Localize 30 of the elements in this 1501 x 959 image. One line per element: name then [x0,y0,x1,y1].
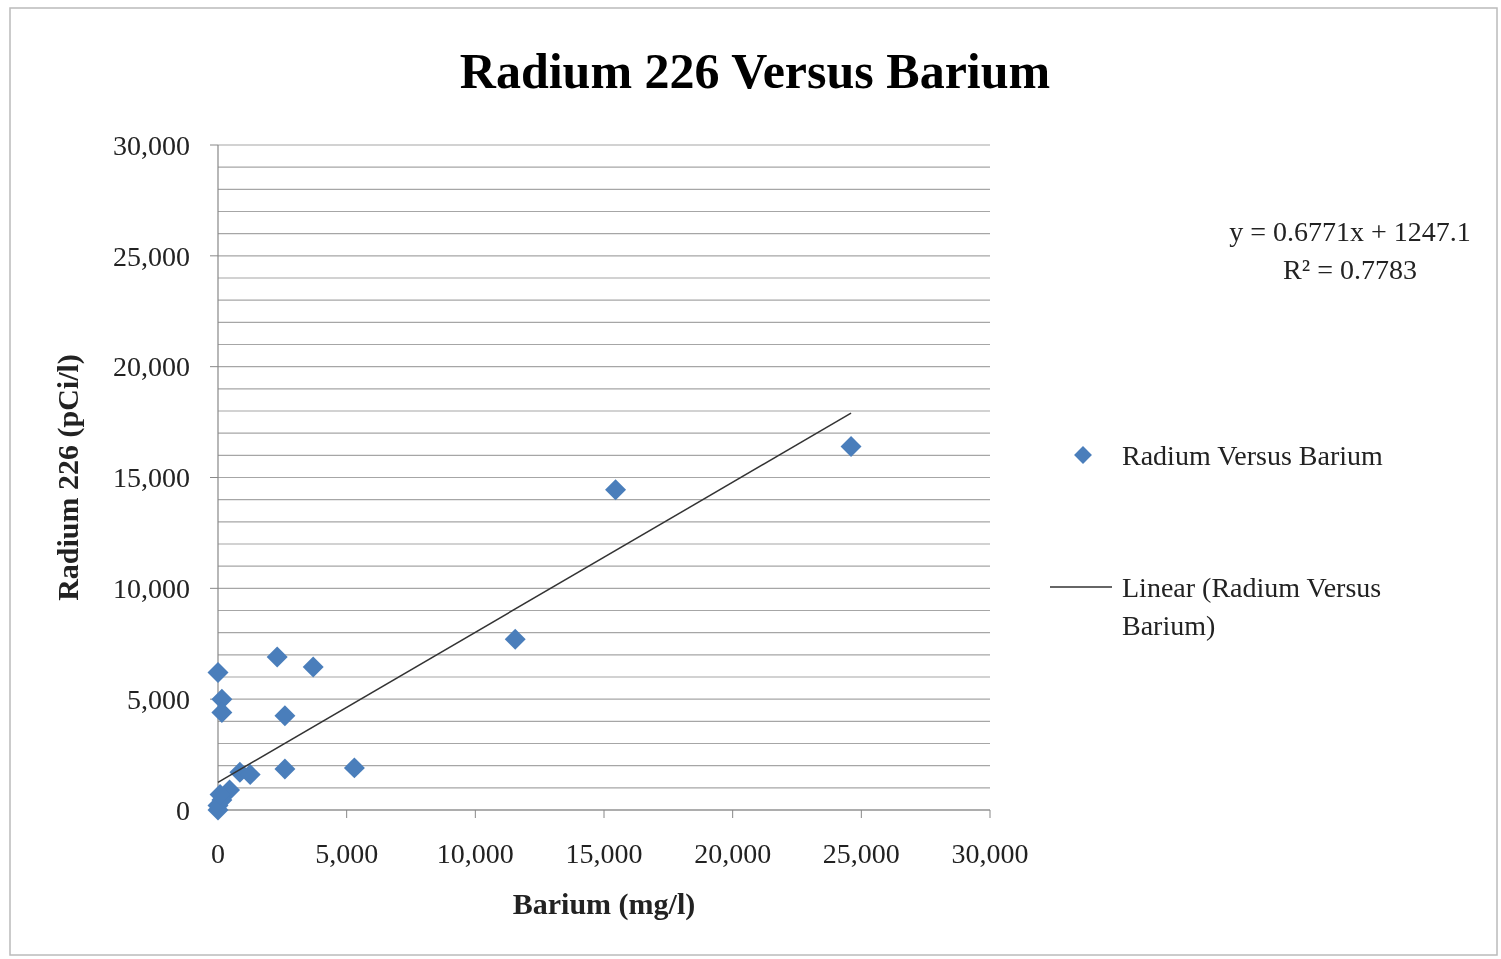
point [840,435,862,457]
y-tick-label: 20,000 [113,351,190,383]
x-tick-label: 10,000 [436,838,514,869]
chart-title: Radium 226 Versus Barium [459,43,1051,99]
point [343,757,365,779]
legend-label: Radium Versus Barium [1122,439,1384,471]
legend-label: Linear (Radium Versus Barium) [1122,571,1382,641]
point [266,646,288,668]
point [274,705,296,727]
point [504,628,526,650]
point [274,758,296,780]
y-tick-label: 15,000 [113,462,190,494]
y-tick-label: 0 [176,794,190,826]
point [605,479,627,501]
y-tick-label: 10,000 [113,573,190,605]
x-axis-title: Barium (mg/l) [512,887,696,921]
y-tick-label: 30,000 [113,129,190,161]
x-tick-label: 20,000 [694,838,772,869]
x-tick-label: 30,000 [951,838,1029,869]
point [302,656,324,678]
y-tick-label: 25,000 [113,240,190,272]
x-tick-label: 0 [211,838,225,869]
y-axis-title: Radium 226 (pCi/l) [51,354,85,601]
text: y = 0.6771x + 1247.1 [1229,216,1471,247]
text: R² = 0.7783 [1283,254,1417,285]
x-tick-label: 25,000 [822,838,900,869]
x-tick-label: 15,000 [565,838,643,869]
y-tick-label: 5,000 [127,683,190,715]
x-tick-label: 5,000 [315,838,379,869]
point [207,662,229,684]
